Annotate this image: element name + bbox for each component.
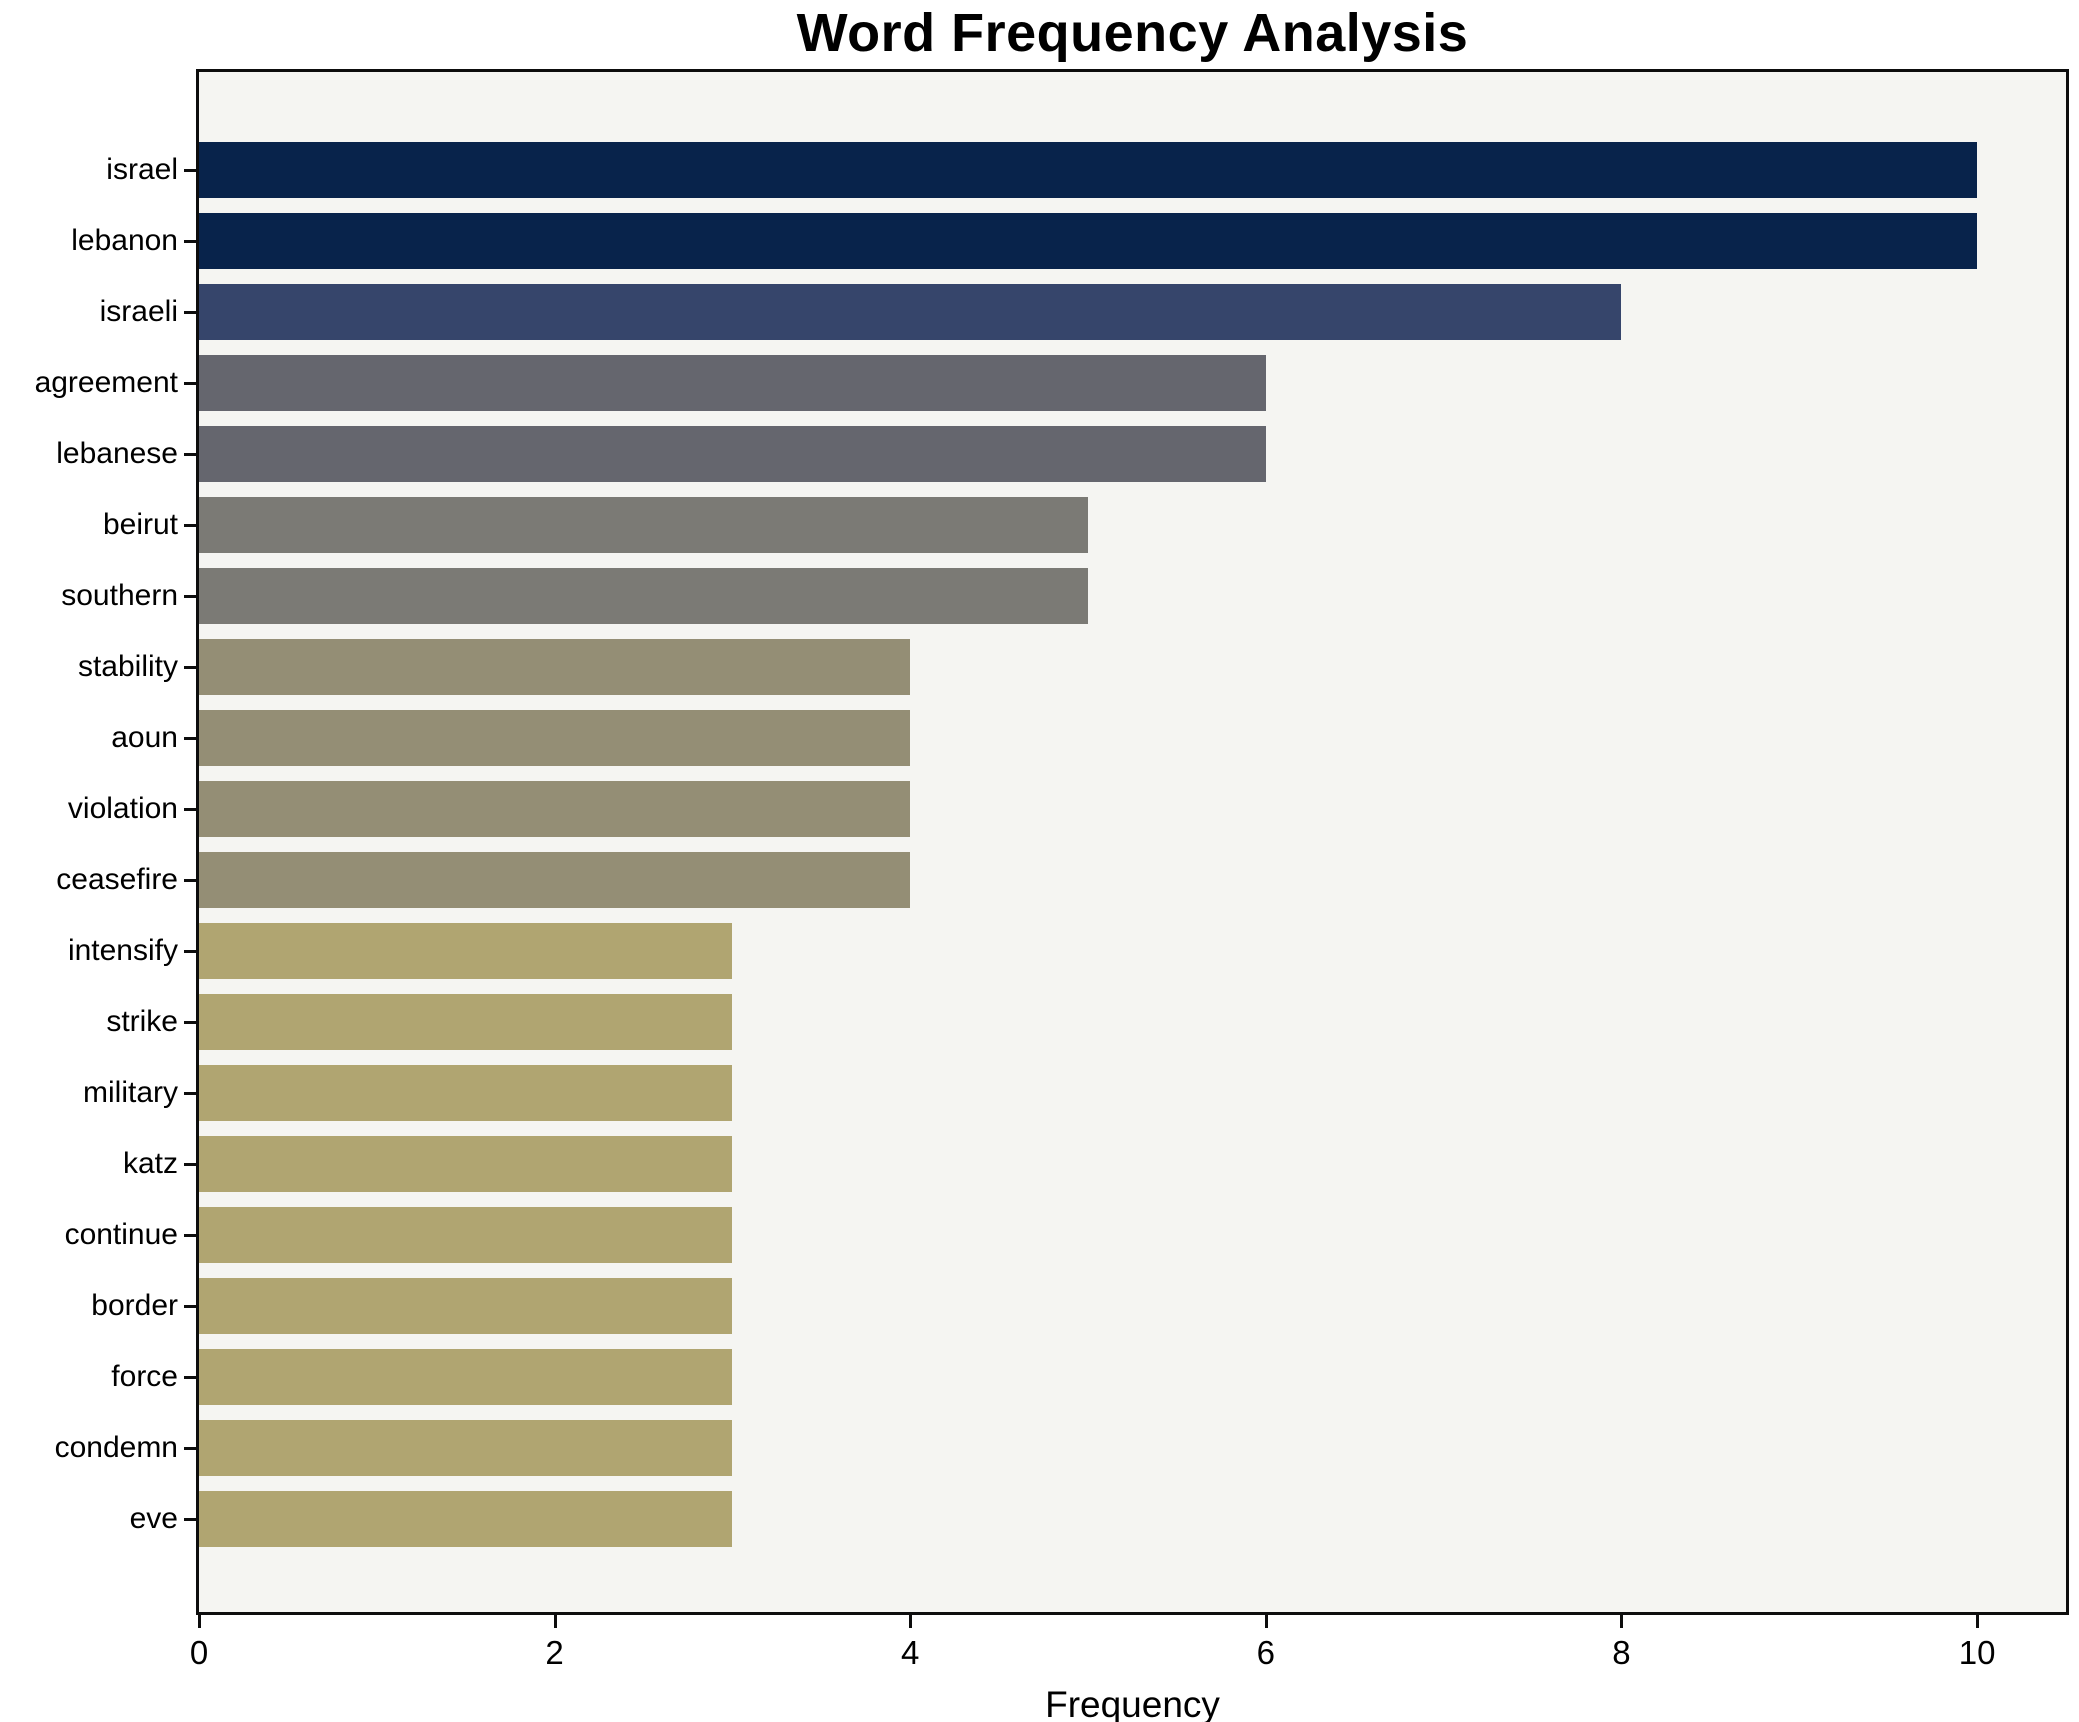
ytick-label-condemn: condemn <box>54 1431 178 1464</box>
bar-lebanese <box>199 426 1266 482</box>
ytick-mark-stability <box>184 666 196 669</box>
bar-lebanon <box>199 213 1977 269</box>
ytick-label-eve: eve <box>129 1502 178 1535</box>
ytick-label-aoun: aoun <box>111 721 178 754</box>
bar-force <box>199 1349 732 1405</box>
ytick-label-violation: violation <box>67 792 178 825</box>
ytick-mark-beirut <box>184 524 196 527</box>
ytick-mark-katz <box>184 1163 196 1166</box>
xtick-mark-10 <box>1976 1615 1980 1628</box>
ytick-mark-border <box>184 1305 196 1308</box>
ytick-mark-israel <box>184 169 196 172</box>
ytick-label-israel: israel <box>106 153 178 186</box>
ytick-label-southern: southern <box>61 579 178 612</box>
xtick-label-4: 4 <box>901 1634 920 1671</box>
ytick-label-stability: stability <box>77 650 178 683</box>
ytick-mark-intensify <box>184 950 196 953</box>
bar-border <box>199 1278 732 1334</box>
ytick-label-intensify: intensify <box>67 934 178 967</box>
xtick-label-0: 0 <box>189 1634 209 1671</box>
bar-military <box>199 1065 732 1121</box>
xtick-label-2: 2 <box>545 1634 564 1671</box>
ytick-label-strike: strike <box>106 1005 178 1038</box>
ytick-label-agreement: agreement <box>34 366 178 399</box>
ytick-mark-aoun <box>184 737 196 740</box>
x-axis-label: Frequency <box>1045 1684 1220 1722</box>
xtick-mark-8 <box>1620 1615 1624 1628</box>
ytick-mark-violation <box>184 808 196 811</box>
bar-israel <box>199 142 1977 198</box>
ytick-mark-lebanese <box>184 453 196 456</box>
ytick-mark-continue <box>184 1234 196 1237</box>
ytick-label-lebanese: lebanese <box>56 437 178 470</box>
ytick-label-beirut: beirut <box>102 508 178 541</box>
bar-aoun <box>199 710 910 766</box>
bar-eve <box>199 1491 732 1547</box>
bar-stability <box>199 639 910 695</box>
ytick-label-israeli: israeli <box>99 295 178 328</box>
bar-southern <box>199 568 1088 624</box>
xtick-mark-2 <box>553 1615 557 1628</box>
xtick-label-10: 10 <box>1958 1634 1996 1671</box>
bar-violation <box>199 781 910 837</box>
bar-agreement <box>199 355 1266 411</box>
xtick-label-8: 8 <box>1612 1634 1631 1671</box>
ytick-mark-lebanon <box>184 240 196 243</box>
chart-title: Word Frequency Analysis <box>796 3 1469 63</box>
ytick-mark-southern <box>184 595 196 598</box>
ytick-label-military: military <box>83 1076 178 1109</box>
ytick-mark-israeli <box>184 311 196 314</box>
ytick-label-border: border <box>91 1289 178 1322</box>
ytick-label-force: force <box>111 1360 178 1393</box>
ytick-label-continue: continue <box>64 1218 178 1251</box>
xtick-mark-6 <box>1264 1615 1268 1628</box>
ytick-mark-ceasefire <box>184 879 196 882</box>
plot-area <box>196 69 2069 1615</box>
xtick-mark-0 <box>198 1615 201 1628</box>
bar-katz <box>199 1136 732 1192</box>
ytick-label-katz: katz <box>122 1147 178 1180</box>
ytick-mark-force <box>184 1376 196 1379</box>
ytick-label-lebanon: lebanon <box>71 224 178 257</box>
xtick-mark-4 <box>909 1615 913 1628</box>
ytick-mark-condemn <box>184 1447 196 1450</box>
bar-israeli <box>199 284 1621 340</box>
bar-ceasefire <box>199 852 910 908</box>
xtick-label-6: 6 <box>1256 1634 1276 1671</box>
bar-continue <box>199 1207 732 1263</box>
ytick-mark-military <box>184 1092 196 1095</box>
bar-condemn <box>199 1420 732 1476</box>
ytick-label-ceasefire: ceasefire <box>56 863 178 896</box>
bar-strike <box>199 994 732 1050</box>
bar-beirut <box>199 497 1088 553</box>
bar-intensify <box>199 923 732 979</box>
ytick-mark-agreement <box>184 382 196 385</box>
ytick-mark-strike <box>184 1021 196 1024</box>
ytick-mark-eve <box>184 1518 196 1521</box>
